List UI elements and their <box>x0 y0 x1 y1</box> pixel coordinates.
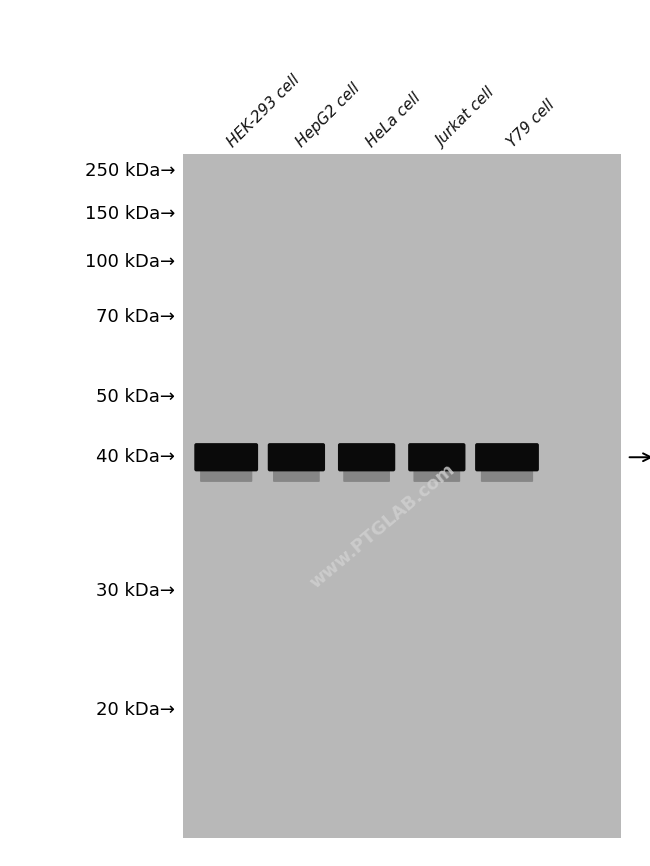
Text: 20 kDa→: 20 kDa→ <box>96 701 176 719</box>
Text: HeLa cell: HeLa cell <box>364 90 424 150</box>
Text: www.PTGLAB.com: www.PTGLAB.com <box>306 461 458 592</box>
Text: 40 kDa→: 40 kDa→ <box>96 449 176 466</box>
Text: 50 kDa→: 50 kDa→ <box>96 388 176 405</box>
Text: 250 kDa→: 250 kDa→ <box>84 163 176 180</box>
FancyBboxPatch shape <box>194 443 258 471</box>
FancyBboxPatch shape <box>475 443 539 471</box>
Text: 30 kDa→: 30 kDa→ <box>96 583 176 600</box>
Text: 150 kDa→: 150 kDa→ <box>85 205 176 223</box>
Text: HEK-293 cell: HEK-293 cell <box>224 72 302 150</box>
FancyBboxPatch shape <box>338 443 395 471</box>
Text: 70 kDa→: 70 kDa→ <box>96 308 176 326</box>
Text: HepG2 cell: HepG2 cell <box>294 81 363 150</box>
FancyBboxPatch shape <box>481 465 533 481</box>
FancyBboxPatch shape <box>273 465 320 481</box>
Bar <box>183 154 621 838</box>
Text: 100 kDa→: 100 kDa→ <box>85 254 176 271</box>
FancyBboxPatch shape <box>408 443 465 471</box>
Text: Y79 cell: Y79 cell <box>504 97 558 150</box>
FancyBboxPatch shape <box>343 465 390 481</box>
FancyBboxPatch shape <box>413 465 460 481</box>
FancyBboxPatch shape <box>268 443 325 471</box>
FancyBboxPatch shape <box>200 465 252 481</box>
Text: Jurkat cell: Jurkat cell <box>434 86 499 150</box>
